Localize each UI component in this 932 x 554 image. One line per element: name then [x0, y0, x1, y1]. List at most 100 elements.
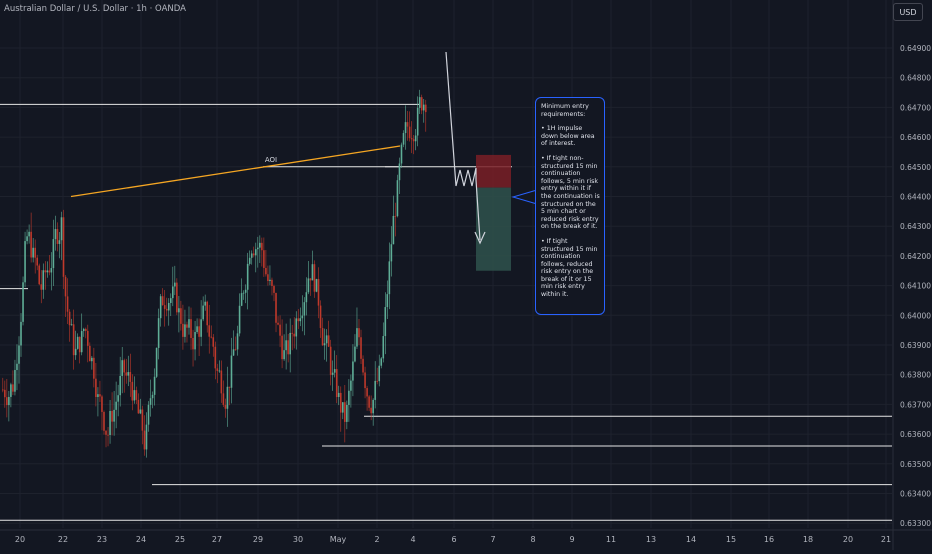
candle-body: [6, 397, 8, 406]
candle-body: [56, 229, 59, 244]
candle-body: [93, 357, 95, 379]
candle-body: [354, 346, 356, 362]
candle-body: [48, 270, 51, 273]
candle-body: [257, 247, 259, 250]
candle-body: [287, 340, 289, 355]
candle-body: [261, 242, 263, 251]
candle-body: [344, 402, 346, 422]
candle-body: [46, 270, 49, 273]
currency-button[interactable]: USD: [893, 3, 923, 21]
candle-body: [14, 370, 16, 392]
candle-body: [376, 380, 379, 382]
candle-body: [208, 325, 211, 337]
y-tick-label: 0.63500: [900, 460, 931, 469]
candle-body: [103, 411, 105, 431]
candle-body: [319, 305, 322, 329]
note-paragraph: • 1H impulse down below area of interest…: [541, 125, 595, 148]
candle-body: [265, 267, 267, 275]
candle-body: [378, 365, 381, 382]
candle-body: [342, 402, 344, 413]
candle-body: [192, 337, 194, 350]
y-tick-label: 0.64100: [900, 282, 931, 291]
candle-body: [60, 217, 63, 241]
candle-body: [244, 289, 247, 293]
candle-body: [402, 133, 405, 145]
candle-body: [4, 389, 6, 398]
y-tick-label: 0.64000: [900, 311, 931, 320]
candle-body: [346, 404, 348, 422]
x-tick-label: 21: [881, 535, 891, 544]
candle-body: [200, 319, 202, 337]
candle-body: [165, 308, 168, 311]
candle-body: [246, 263, 249, 290]
candle-body: [202, 305, 204, 320]
candle-body: [222, 393, 225, 405]
candle-body: [125, 372, 128, 376]
candle-body: [141, 409, 144, 431]
y-tick-label: 0.63300: [900, 519, 931, 528]
x-tick-label: 25: [175, 535, 185, 544]
x-tick-label: 23: [97, 535, 107, 544]
candle-body: [396, 180, 399, 217]
candle-body: [36, 257, 39, 266]
candle-body: [382, 336, 385, 359]
candle-body: [80, 331, 83, 353]
candle-body: [153, 376, 156, 395]
candle-body: [84, 328, 87, 331]
candle-body: [220, 370, 223, 394]
candle-body: [198, 326, 200, 337]
candle-body: [28, 231, 30, 237]
y-tick-label: 0.64500: [900, 163, 931, 172]
x-tick-label: May: [330, 535, 347, 544]
candle-body: [109, 410, 111, 435]
candle-body: [66, 296, 69, 312]
candle-body: [285, 340, 287, 351]
trade-plan-note[interactable]: Minimum entry requirements: • 1H impulse …: [535, 97, 605, 315]
x-tick-label: 27: [212, 535, 222, 544]
candle-body: [117, 395, 119, 402]
y-tick-label: 0.63800: [900, 371, 931, 380]
candle-body: [190, 319, 192, 338]
candle-body: [360, 337, 362, 359]
candle-body: [133, 390, 136, 401]
x-tick-label: 29: [253, 535, 263, 544]
candle-body: [72, 324, 75, 356]
candle-body: [400, 144, 403, 164]
candle-body: [214, 346, 217, 369]
candle-body: [139, 409, 142, 414]
candle-body: [228, 386, 231, 388]
candle-body: [62, 217, 65, 277]
y-tick-label: 0.63600: [900, 430, 931, 439]
projected-path-arrowhead: [474, 231, 486, 245]
candle-body: [366, 388, 368, 397]
candle-body: [240, 293, 243, 306]
y-tick-label: 0.64400: [900, 193, 931, 202]
candle-body: [384, 307, 387, 337]
candle-body: [2, 389, 4, 391]
candle-body: [101, 396, 103, 412]
candle-body: [424, 104, 427, 113]
candle-body: [169, 298, 172, 303]
candle-body: [131, 381, 134, 401]
candle-body: [422, 104, 425, 111]
chart-title: Australian Dollar / U.S. Dollar · 1h · O…: [4, 4, 186, 14]
candle-body: [32, 247, 34, 258]
candle-body: [406, 122, 409, 127]
candle-body: [52, 239, 55, 269]
x-tick-label: 8: [530, 535, 535, 544]
candle-body: [210, 336, 213, 338]
candle-body: [155, 347, 158, 377]
candle-body: [204, 301, 206, 306]
candle-body: [303, 302, 306, 316]
x-tick-label: 30: [293, 535, 303, 544]
candle-body: [281, 335, 283, 360]
x-tick-label: 18: [803, 535, 813, 544]
candle-body: [24, 241, 26, 283]
candle-body: [129, 372, 132, 382]
candle-body: [254, 249, 257, 256]
candle-body: [313, 264, 316, 292]
candle-body: [315, 279, 318, 292]
candle-body: [82, 328, 85, 332]
